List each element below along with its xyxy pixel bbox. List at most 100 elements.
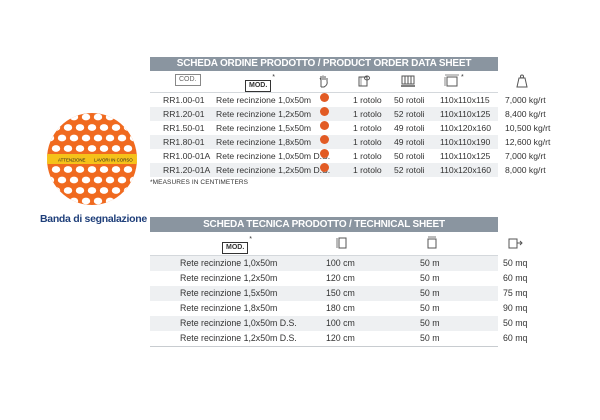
color-swatch-dot xyxy=(320,121,329,130)
tech-table-row: Rete recinzione 1,5x50m 150 cm 50 m 75 mq xyxy=(150,286,527,301)
order-cell-roll: 1 rotolo xyxy=(353,137,382,147)
tech-table-row: Rete recinzione 1,2x50m 120 cm 50 m 60 mq xyxy=(150,271,527,286)
order-table-row: RR1.20-01 Rete recinzione 1,2x50m 1 rotolo… xyxy=(150,107,546,121)
tech-model-column-header: MOD.* xyxy=(222,236,252,254)
order-cell-weight: 7,000 kg/rt xyxy=(505,151,546,161)
mesh-hole xyxy=(99,145,109,152)
tech-cell-area: 60 mq xyxy=(503,333,528,343)
mesh-hole xyxy=(99,124,109,131)
color-swatch-dot xyxy=(320,135,329,144)
tech-cell-model: Rete recinzione 1,0x50m xyxy=(180,258,278,268)
mesh-hole xyxy=(111,187,121,194)
mesh-hole xyxy=(117,176,127,184)
mesh-hole xyxy=(69,134,79,142)
mesh-hole xyxy=(47,113,55,121)
mesh-hole xyxy=(75,145,85,152)
order-cell-model: Rete recinzione 1,8x50m xyxy=(216,137,312,147)
mesh-hole xyxy=(57,197,67,205)
mesh-hole xyxy=(111,145,121,152)
mesh-hole xyxy=(135,124,137,131)
color-swatch-dot xyxy=(320,107,329,116)
order-cell-weight: 7,000 kg/rt xyxy=(505,95,546,105)
mesh-hole xyxy=(57,113,67,121)
mesh-hole xyxy=(87,145,97,152)
mesh-hole xyxy=(51,187,61,194)
order-cell-roll: 1 rotolo xyxy=(353,109,382,119)
code-column-header: COD. xyxy=(175,74,201,86)
order-cell-weight: 10,500 kg/rt xyxy=(505,123,551,133)
tech-table-row: Rete recinzione 1,0x50m 100 cm 50 m 50 mq xyxy=(150,256,527,271)
order-cell-weight: 8,000 kg/rt xyxy=(505,165,546,175)
pack-sup: * xyxy=(461,74,464,81)
mesh-hole xyxy=(129,176,137,184)
order-cell-code: RR1.00-01 xyxy=(163,95,205,105)
area-icon xyxy=(507,236,523,250)
mesh-hole xyxy=(123,166,133,173)
tech-cell-height: 120 cm xyxy=(326,273,355,283)
height-icon xyxy=(336,236,348,250)
mesh-hole xyxy=(123,145,133,152)
mesh-hole xyxy=(81,134,91,142)
order-cell-pallet: 49 rotoli xyxy=(394,123,425,133)
mesh-hole xyxy=(75,187,85,194)
mesh-hole xyxy=(93,113,103,121)
order-cell-code: RR1.80-01 xyxy=(163,137,205,147)
tech-cell-length: 50 m xyxy=(420,303,440,313)
order-cell-pallet: 50 rotoli xyxy=(394,95,425,105)
mesh-hole xyxy=(75,166,85,173)
mesh-hole xyxy=(129,134,137,142)
tech-cell-model: Rete recinzione 1,0x50m D.S. xyxy=(180,318,297,328)
order-data-sheet: SCHEDA ORDINE PRODOTTO / PRODUCT ORDER D… xyxy=(150,57,550,177)
order-table-row: RR1.00-01 Rete recinzione 1,0x50m 1 rotolo… xyxy=(150,93,546,107)
order-cell-model: Rete recinzione 1,2x50m xyxy=(216,109,312,119)
mesh-hole xyxy=(51,145,61,152)
tech-cell-area: 75 mq xyxy=(503,288,528,298)
order-table-row: RR1.00-01A Rete recinzione 1,0x50m D.S. 1 … xyxy=(150,149,546,163)
mesh-hole xyxy=(57,176,67,184)
tech-cell-length: 50 m xyxy=(420,318,440,328)
mesh-hole xyxy=(87,166,97,173)
mod-label: MOD. xyxy=(245,80,272,92)
tech-cell-length: 50 m xyxy=(420,273,440,283)
banner-right-text: LAVORI IN CORSO xyxy=(94,158,133,163)
model-column-header: MOD.* xyxy=(245,74,275,92)
tech-table-row: Rete recinzione 1,2x50m D.S. 120 cm 50 m 60… xyxy=(150,331,527,346)
mesh-hole xyxy=(105,197,115,205)
mesh-hole xyxy=(63,124,73,131)
tech-cell-height: 100 cm xyxy=(326,258,355,268)
order-cell-pallet: 52 rotoli xyxy=(394,165,425,175)
mesh-hole xyxy=(47,176,55,184)
tech-cell-model: Rete recinzione 1,2x50m xyxy=(180,273,278,283)
color-swatch-dot xyxy=(320,149,329,158)
tech-sheet-header: MOD.* xyxy=(150,232,523,256)
order-cell-roll: 1 rotolo xyxy=(353,123,382,133)
mesh-hole xyxy=(87,187,97,194)
order-cell-weight: 12,600 kg/rt xyxy=(505,137,551,147)
order-table-row: RR1.50-01 Rete recinzione 1,5x50m 1 rotolo… xyxy=(150,121,550,135)
mesh-hole xyxy=(123,187,133,194)
mesh-hole xyxy=(69,176,79,184)
order-cell-model: Rete recinzione 1,5x50m xyxy=(216,123,312,133)
tech-cell-height: 150 cm xyxy=(326,288,355,298)
order-cell-dims: 110x120x160 xyxy=(440,123,491,133)
mesh-hole xyxy=(93,134,103,142)
tech-table-row: Rete recinzione 1,0x50m D.S. 100 cm 50 m 50… xyxy=(150,316,527,331)
mesh-hole xyxy=(93,197,103,205)
mesh-hole xyxy=(57,134,67,142)
mod-sup: * xyxy=(272,74,276,81)
mesh-hole xyxy=(105,113,115,121)
order-cell-model: Rete recinzione 1,0x50m D.S. xyxy=(216,151,331,161)
product-caption: Banda di segnalazione xyxy=(40,213,147,225)
mesh-hole xyxy=(129,113,137,121)
order-cell-pallet: 50 rotoli xyxy=(394,151,425,161)
tech-cell-model: Rete recinzione 1,8x50m xyxy=(180,303,278,313)
mesh-hole xyxy=(111,166,121,173)
tech-cell-height: 120 cm xyxy=(326,333,355,343)
product-image: ATTENZIONE LAVORI IN CORSO xyxy=(46,112,138,206)
mesh-hole xyxy=(81,176,91,184)
tech-mod-label: MOD. xyxy=(222,242,249,254)
order-sheet-header: COD. MOD.* * xyxy=(150,71,528,93)
order-cell-model: Rete recinzione 1,0x50m xyxy=(216,95,312,105)
mesh-hole xyxy=(81,113,91,121)
tech-cell-length: 50 m xyxy=(420,288,440,298)
